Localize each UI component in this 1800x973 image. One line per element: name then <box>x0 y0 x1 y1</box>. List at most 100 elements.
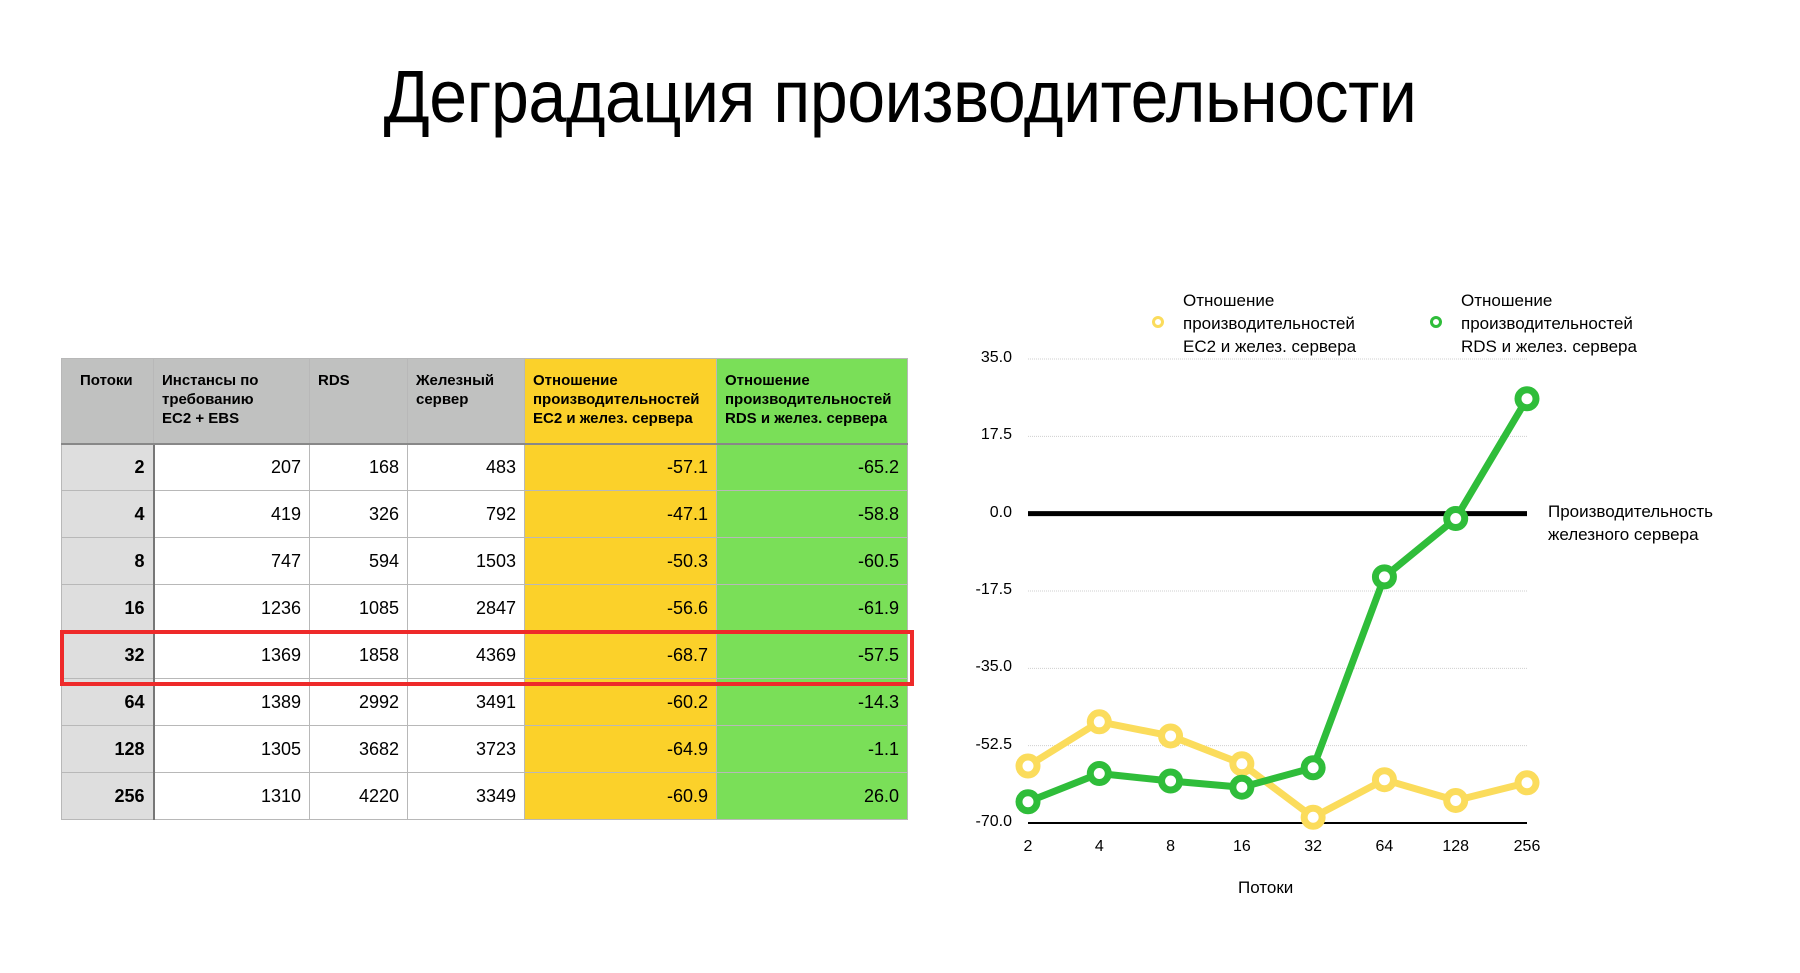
table-cell: 1305 <box>153 725 310 773</box>
table-cell: 1369 <box>153 631 310 679</box>
y-tick-label: 0.0 <box>989 503 1012 521</box>
data-point-marker <box>1443 787 1469 813</box>
column-header: Инстансы по требованию EC2 + EBS <box>153 358 310 445</box>
table-cell: -1.1 <box>716 725 908 773</box>
y-tick-label: -70.0 <box>975 813 1012 830</box>
data-point-marker <box>1015 753 1041 779</box>
table-cell: -60.9 <box>524 772 717 820</box>
legend-marker-icon <box>1152 316 1164 328</box>
table-row-highlighted: 32 1369 1858 4369 -68.7 -57.5 <box>61 631 908 679</box>
column-header-line: Железный <box>416 372 495 389</box>
x-tick-label: 16 <box>1232 838 1251 855</box>
x-tick-label: 4 <box>1094 838 1104 855</box>
x-tick-label: 256 <box>1513 838 1541 855</box>
table-cell: 3349 <box>407 772 525 820</box>
legend-label-line: RDS и желез. сервера <box>1461 337 1637 356</box>
data-point-marker <box>1514 386 1540 412</box>
column-header: Железный сервер <box>407 358 525 445</box>
table-cell: 4 <box>61 490 155 538</box>
data-point-marker <box>1158 723 1184 749</box>
table-cell: 3682 <box>309 725 408 773</box>
column-header-line: EC2 + EBS <box>162 410 240 427</box>
legend-label-line: Отношение <box>1461 291 1553 310</box>
table-cell: -64.9 <box>524 725 717 773</box>
data-point-marker <box>1514 770 1540 796</box>
column-header: RDS <box>309 358 408 445</box>
series-rds-ratio <box>1015 386 1540 815</box>
legend-label-line: производительностей <box>1461 314 1633 333</box>
table-cell: 26.0 <box>716 772 908 820</box>
table-cell: 1310 <box>153 772 310 820</box>
data-point-marker <box>1086 709 1112 735</box>
column-header-line: требованию <box>162 391 254 408</box>
table-cell: -47.1 <box>524 490 717 538</box>
table-cell: 128 <box>61 725 155 773</box>
table-row: 4 419 326 792 -47.1 -58.8 <box>61 490 908 538</box>
table-row: 256 1310 4220 3349 -60.9 26.0 <box>61 772 908 820</box>
data-point-marker <box>1015 789 1041 815</box>
table-cell: 32 <box>61 631 155 679</box>
column-header-line: RDS <box>318 372 350 389</box>
data-point-marker <box>1300 755 1326 781</box>
table-cell: 2 <box>61 443 155 491</box>
reference-label-line: Производительность <box>1548 502 1714 521</box>
data-point-marker <box>1229 774 1255 800</box>
y-tick-label: -35.0 <box>975 658 1012 676</box>
y-tick-label: -17.5 <box>975 581 1012 598</box>
table-cell: -56.6 <box>524 584 717 632</box>
benchmark-table: Потоки Инстансы по требованию EC2 + EBS RDS Ж… <box>61 358 908 820</box>
column-header-line: Инстансы по <box>162 372 259 389</box>
table-cell: 1503 <box>407 537 525 585</box>
table-cell: 747 <box>153 537 310 585</box>
table-row: 128 1305 3682 3723 -64.9 -1.1 <box>61 725 908 773</box>
reference-line-label: Производительность железного сервера <box>1548 500 1713 546</box>
series-line <box>1026 396 1531 806</box>
data-point-marker <box>1300 804 1326 830</box>
legend-label-line: EC2 и желез. сервера <box>1183 337 1357 356</box>
data-point-marker <box>1371 767 1397 793</box>
x-tick-label: 8 <box>1166 838 1176 855</box>
table-cell: -65.2 <box>716 443 908 491</box>
table-cell: 594 <box>309 537 408 585</box>
table-row: 2 207 168 483 -57.1 -65.2 <box>61 443 908 491</box>
table-cell: 792 <box>407 490 525 538</box>
table-cell: 1085 <box>309 584 408 632</box>
data-point-marker <box>1158 768 1184 794</box>
table-cell: 4220 <box>309 772 408 820</box>
table-cell: -57.1 <box>524 443 717 491</box>
column-header-line: RDS и желез. сервера <box>725 410 888 427</box>
x-tick-label: 64 <box>1375 838 1394 855</box>
x-tick-label: 2 <box>1023 838 1033 855</box>
column-header: Потоки <box>61 358 154 445</box>
y-tick-label: 17.5 <box>980 426 1012 444</box>
data-point-marker <box>1086 761 1112 787</box>
legend-label-line: Отношение <box>1183 291 1275 310</box>
table-cell: 16 <box>61 584 155 632</box>
table-cell: -68.7 <box>524 631 717 679</box>
y-tick-label: -52.5 <box>975 735 1012 753</box>
table-header-row: Потоки Инстансы по требованию EC2 + EBS RDS Ж… <box>61 358 908 445</box>
table-cell: -60.2 <box>524 678 717 726</box>
table-row: 16 1236 1085 2847 -56.6 -61.9 <box>61 584 908 632</box>
table-cell: 3723 <box>407 725 525 773</box>
slide-title: Деградация производительности <box>383 55 1417 138</box>
column-header: Отношение производительностей EC2 и желез.… <box>524 358 717 445</box>
column-header-line: EC2 и желез. сервера <box>533 410 693 427</box>
x-tick-label: 128 <box>1442 838 1470 855</box>
table-cell: 207 <box>153 443 310 491</box>
reference-label-line: железного сервера <box>1548 525 1699 544</box>
y-tick-label: 35.0 <box>980 349 1012 366</box>
column-header-line: производительностей <box>725 391 892 408</box>
table-cell: 1389 <box>153 678 310 726</box>
x-axis-title: Потоки <box>1238 878 1294 897</box>
table-cell: 168 <box>309 443 408 491</box>
data-point-marker <box>1443 506 1469 532</box>
column-header-line: Отношение <box>533 372 618 389</box>
series-ec2-ratio <box>1015 709 1540 830</box>
table-cell: -61.9 <box>716 584 908 632</box>
column-header-line: Отношение <box>725 372 810 389</box>
column-header-line: производительностей <box>533 391 700 408</box>
table-cell: 483 <box>407 443 525 491</box>
